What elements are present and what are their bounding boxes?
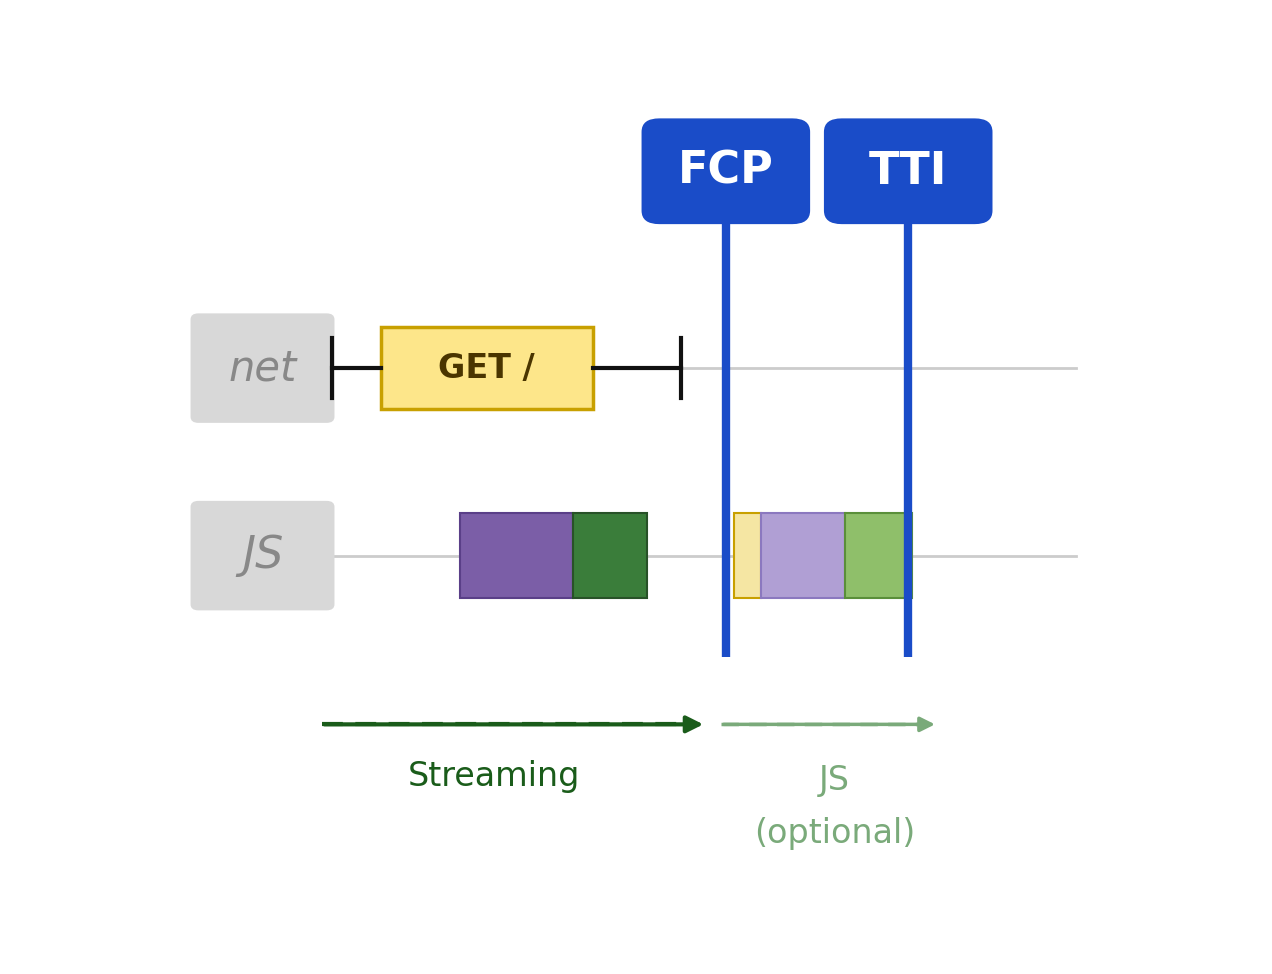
Text: JS: JS bbox=[819, 765, 850, 797]
FancyBboxPatch shape bbox=[734, 513, 762, 598]
FancyBboxPatch shape bbox=[641, 119, 810, 224]
Text: GET /: GET / bbox=[439, 352, 536, 385]
FancyBboxPatch shape bbox=[824, 119, 992, 224]
Text: FCP: FCP bbox=[678, 150, 773, 193]
Text: TTI: TTI bbox=[869, 150, 948, 193]
FancyBboxPatch shape bbox=[762, 513, 845, 598]
FancyBboxPatch shape bbox=[459, 513, 572, 598]
FancyBboxPatch shape bbox=[845, 513, 912, 598]
Text: Streaming: Streaming bbox=[408, 761, 580, 794]
FancyBboxPatch shape bbox=[572, 513, 647, 598]
FancyBboxPatch shape bbox=[191, 314, 335, 423]
FancyBboxPatch shape bbox=[191, 501, 335, 611]
Text: JS: JS bbox=[242, 534, 284, 578]
Text: net: net bbox=[228, 347, 296, 390]
FancyBboxPatch shape bbox=[380, 327, 593, 409]
Text: (optional): (optional) bbox=[753, 816, 915, 849]
